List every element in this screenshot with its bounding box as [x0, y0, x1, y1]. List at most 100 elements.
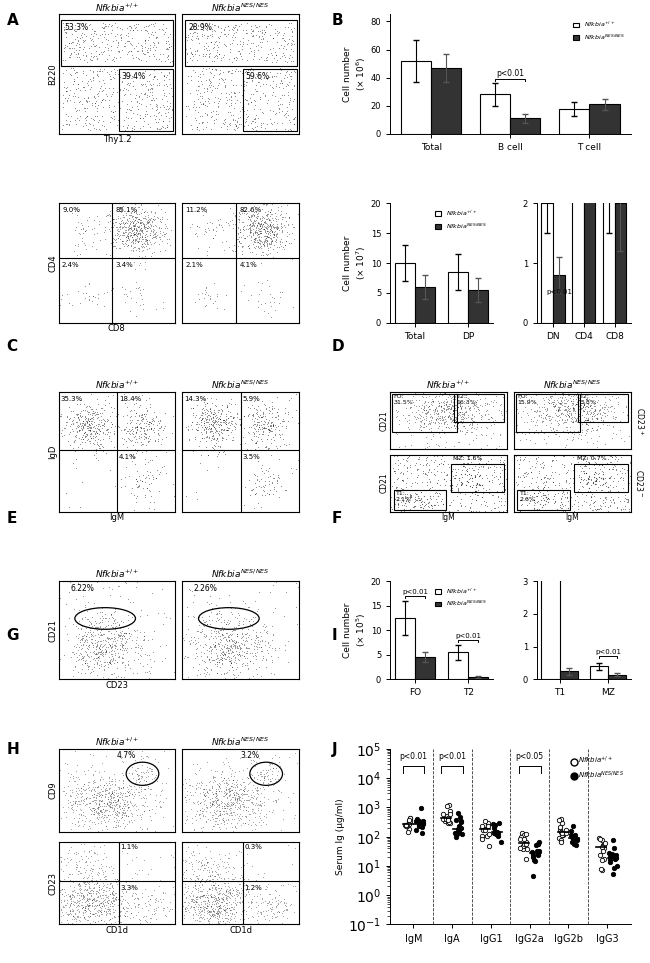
- Point: [127, 68, 137, 84]
- Point: [289, 220, 299, 235]
- Point: [586, 489, 596, 505]
- Point: [519, 836, 530, 851]
- Point: [221, 786, 231, 801]
- Point: [281, 895, 291, 910]
- Point: [218, 800, 229, 816]
- Point: [117, 631, 127, 646]
- Point: [558, 424, 568, 439]
- Point: [127, 808, 138, 823]
- Point: [198, 616, 209, 632]
- Point: [105, 587, 116, 603]
- Point: [250, 633, 260, 648]
- Point: [177, 900, 187, 916]
- Point: [140, 221, 150, 237]
- Point: [453, 483, 463, 499]
- Point: [116, 638, 127, 653]
- Point: [248, 785, 259, 800]
- Point: [200, 221, 210, 237]
- Point: [125, 432, 135, 448]
- Point: [452, 389, 463, 404]
- Point: [450, 451, 461, 466]
- Point: [86, 869, 97, 884]
- Point: [177, 872, 187, 888]
- Point: [65, 769, 75, 785]
- Point: [237, 774, 248, 790]
- Point: [214, 803, 224, 819]
- Point: [92, 104, 102, 119]
- Point: [53, 835, 64, 850]
- Point: [225, 780, 235, 795]
- Point: [73, 652, 83, 667]
- Point: [582, 454, 593, 469]
- Point: [77, 900, 87, 916]
- Point: [89, 48, 99, 64]
- Point: [74, 795, 85, 811]
- Point: [207, 867, 217, 882]
- Point: [100, 16, 110, 32]
- Point: [393, 461, 404, 477]
- Point: [64, 88, 74, 103]
- Point: [107, 800, 118, 816]
- Point: [129, 221, 139, 236]
- Point: [285, 114, 296, 129]
- Point: [135, 282, 145, 298]
- Point: [141, 90, 151, 105]
- Point: [452, 451, 462, 466]
- Point: [582, 471, 593, 486]
- Point: [156, 895, 166, 910]
- Point: [68, 917, 78, 932]
- Point: [146, 453, 157, 468]
- Point: [161, 89, 172, 104]
- Point: [213, 35, 224, 50]
- Point: [86, 628, 97, 643]
- Point: [227, 416, 237, 431]
- Point: [468, 414, 478, 429]
- Point: [177, 917, 187, 932]
- Point: [548, 422, 558, 437]
- Point: [222, 398, 232, 413]
- Point: [138, 216, 148, 231]
- Point: [226, 424, 236, 439]
- Point: [153, 467, 164, 482]
- Point: [258, 236, 268, 251]
- Point: [426, 395, 437, 410]
- Point: [547, 492, 558, 508]
- Point: [84, 422, 94, 437]
- Point: [257, 201, 267, 217]
- Point: [87, 95, 98, 111]
- Point: [254, 805, 265, 820]
- Point: [208, 769, 218, 785]
- Point: [88, 883, 99, 898]
- Point: [157, 901, 168, 917]
- Point: [177, 639, 187, 655]
- Point: [141, 470, 151, 485]
- Point: [114, 216, 125, 231]
- Point: [211, 41, 222, 57]
- Point: [591, 482, 601, 498]
- Point: [230, 655, 240, 670]
- Point: [230, 819, 240, 834]
- Point: [125, 778, 135, 794]
- Point: [108, 620, 118, 636]
- Point: [454, 406, 464, 422]
- Point: [138, 221, 149, 236]
- Point: [103, 623, 113, 638]
- Point: [287, 32, 297, 47]
- Point: [84, 630, 94, 645]
- Point: [125, 43, 136, 59]
- Point: [239, 875, 249, 891]
- Point: [390, 465, 400, 481]
- Point: [255, 768, 266, 784]
- Point: [92, 404, 103, 420]
- Point: [222, 816, 233, 831]
- Point: [188, 888, 198, 903]
- Point: [220, 27, 230, 42]
- Point: [209, 773, 220, 789]
- Point: [489, 825, 499, 841]
- Point: [77, 812, 87, 827]
- Point: [526, 413, 536, 429]
- Point: [494, 815, 504, 830]
- Point: [203, 742, 213, 757]
- Point: [120, 660, 131, 675]
- Point: [522, 405, 532, 421]
